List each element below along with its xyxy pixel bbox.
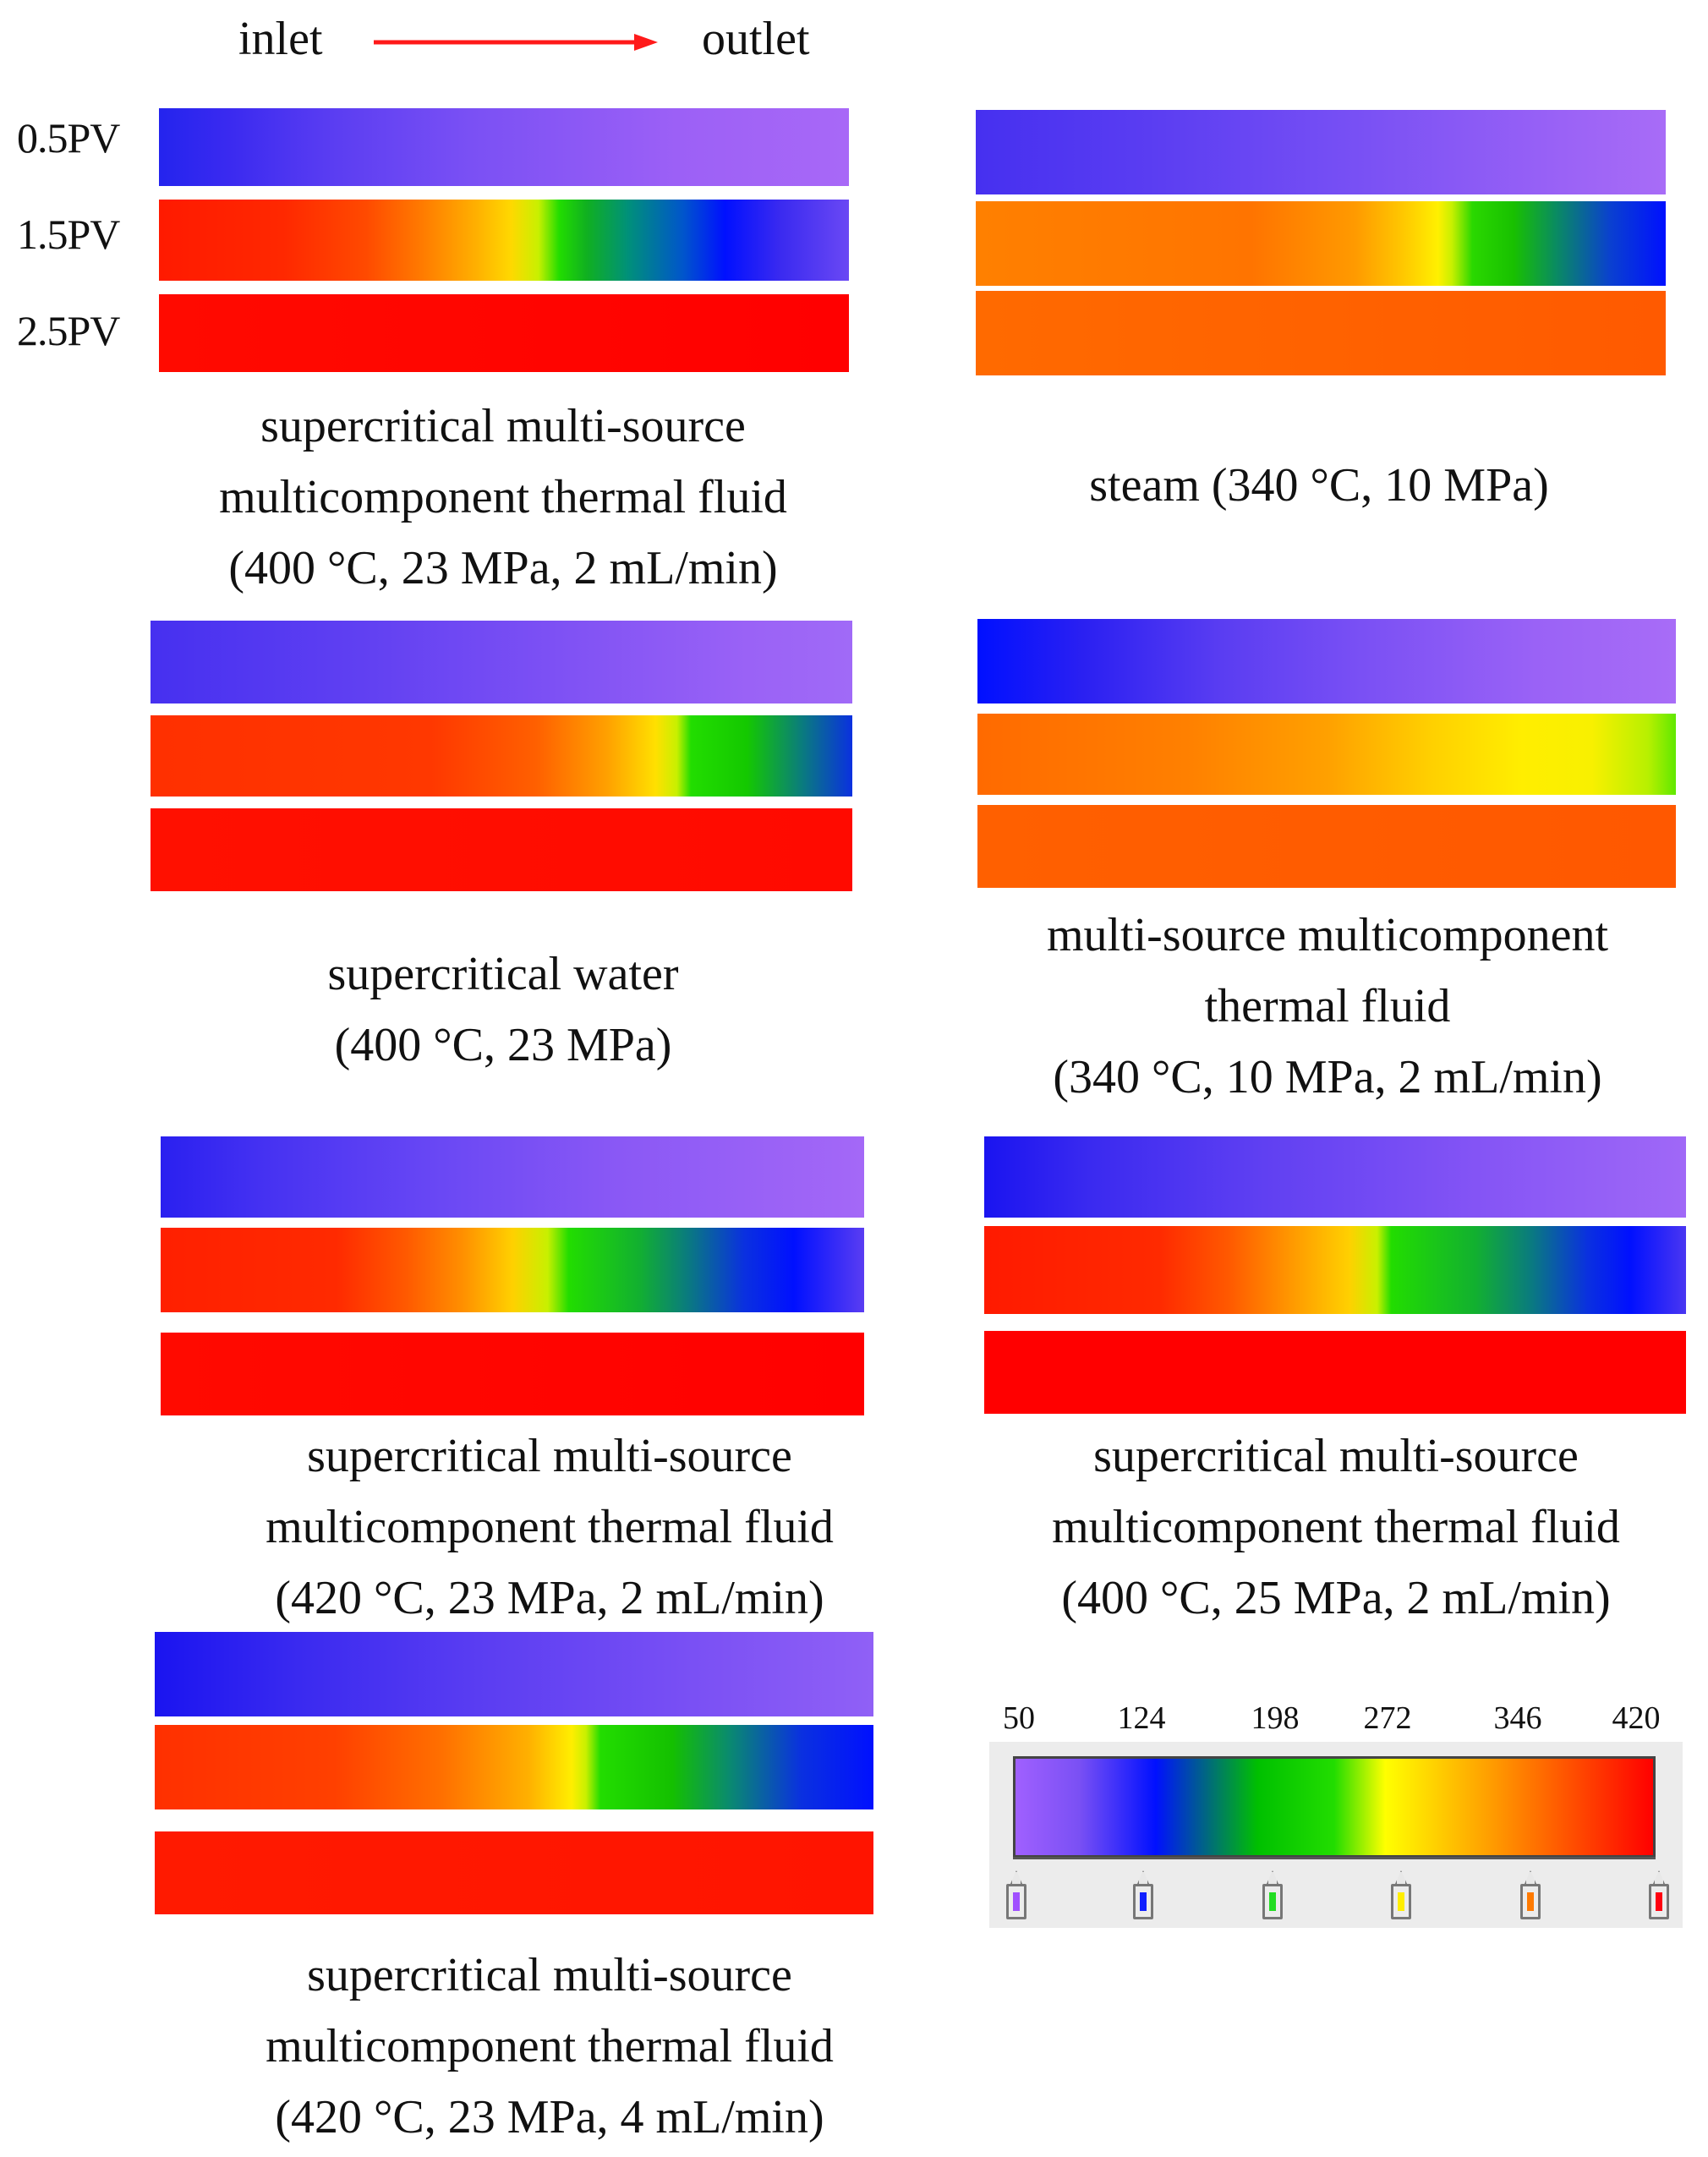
panel-3-caption-line: supercritical water xyxy=(327,948,679,1000)
colorbar-tick-label: 346 xyxy=(1493,1700,1542,1736)
panel-1-caption: supercritical multi-source multicomponent… xyxy=(131,391,875,604)
panel-5-caption-line: supercritical multi-source xyxy=(307,1430,792,1482)
panel-1-bar-2.5pv xyxy=(159,294,849,372)
panel-6-caption-line: multicomponent thermal fluid xyxy=(1052,1501,1620,1553)
panel-3-caption: supercritical water (400 °C, 23 MPa) xyxy=(123,939,884,1081)
colorbar-tick-label: 420 xyxy=(1612,1700,1661,1736)
colorbar-color-stop-marker-icon xyxy=(1133,1870,1153,1919)
panel-7-bar-2.5pv xyxy=(155,1831,873,1914)
row-label-1.5pv: 1.5PV xyxy=(17,211,120,258)
panel-1-bar-0.5pv xyxy=(159,108,849,186)
panel-5-caption: supercritical multi-source multicomponent… xyxy=(169,1421,930,1634)
panel-1-caption-line: multicomponent thermal fluid xyxy=(219,471,787,523)
panel-4-caption-line: multi-source multicomponent xyxy=(1046,909,1609,961)
panel-5-caption-line: (420 °C, 23 MPa, 2 mL/min) xyxy=(275,1572,824,1624)
panel-5-bar-0.5pv xyxy=(161,1136,864,1218)
panel-2-bar-0.5pv xyxy=(976,110,1666,194)
colorbar-gradient xyxy=(1013,1756,1656,1858)
panel-4-caption: multi-source multicomponent thermal fluid… xyxy=(947,900,1708,1113)
outlet-label: outlet xyxy=(702,13,810,65)
panel-6-bar-2.5pv xyxy=(984,1331,1686,1414)
panel-4-bar-1.5pv xyxy=(977,714,1676,795)
row-label-2.5pv: 2.5PV xyxy=(17,307,120,354)
panel-6-caption-line: (400 °C, 25 MPa, 2 mL/min) xyxy=(1061,1572,1611,1624)
panel-6-caption: supercritical multi-source multicomponent… xyxy=(955,1421,1708,1634)
panel-2-caption-line: steam (340 °C, 10 MPa) xyxy=(1089,459,1549,512)
panel-3-bar-2.5pv xyxy=(151,808,852,891)
colorbar-tick-label: 272 xyxy=(1363,1700,1412,1736)
inlet-label: inlet xyxy=(238,13,323,65)
panel-5-caption-line: multicomponent thermal fluid xyxy=(266,1501,834,1553)
colorbar-axis-line xyxy=(1013,1857,1656,1859)
panel-7-caption-line: supercritical multi-source xyxy=(307,1949,792,2001)
panel-4-bar-0.5pv xyxy=(977,619,1676,703)
colorbar-color-stop-marker-icon xyxy=(1262,1870,1283,1919)
colorbar-tick-label: 50 xyxy=(1003,1700,1035,1736)
colorbar-color-stop-marker-icon xyxy=(1520,1870,1541,1919)
colorbar-color-stop-marker-icon xyxy=(1649,1870,1669,1919)
panel-3-bar-0.5pv xyxy=(151,621,852,703)
panel-5-bar-2.5pv xyxy=(161,1333,864,1415)
panel-7-caption-line: multicomponent thermal fluid xyxy=(266,2020,834,2072)
panel-1-bar-1.5pv xyxy=(159,200,849,281)
panel-1-caption-line: supercritical multi-source xyxy=(260,400,746,452)
colorbar-color-stop-marker-icon xyxy=(1391,1870,1411,1919)
panel-2-caption: steam (340 °C, 10 MPa) xyxy=(947,450,1691,521)
colorbar-tick-label: 198 xyxy=(1251,1700,1300,1736)
panel-5-bar-1.5pv xyxy=(161,1228,864,1312)
panel-3-caption-line: (400 °C, 23 MPa) xyxy=(334,1019,672,1071)
panel-3-bar-1.5pv xyxy=(151,715,852,797)
flow-direction-arrow-icon xyxy=(374,34,658,51)
panel-2-bar-2.5pv xyxy=(976,291,1666,375)
colorbar-tick-label: 124 xyxy=(1117,1700,1166,1736)
row-label-0.5pv: 0.5PV xyxy=(17,114,120,162)
panel-7-bar-1.5pv xyxy=(155,1725,873,1809)
panel-1-caption-line: (400 °C, 23 MPa, 2 mL/min) xyxy=(228,542,778,594)
panel-7-caption-line: (420 °C, 23 MPa, 4 mL/min) xyxy=(275,2091,824,2143)
panel-6-caption-line: supercritical multi-source xyxy=(1093,1430,1579,1482)
panel-4-bar-2.5pv xyxy=(977,805,1676,888)
panel-2-bar-1.5pv xyxy=(976,201,1666,286)
panel-4-caption-line: thermal fluid xyxy=(1204,980,1451,1032)
panel-4-caption-line: (340 °C, 10 MPa, 2 mL/min) xyxy=(1053,1051,1602,1103)
panel-7-bar-0.5pv xyxy=(155,1632,873,1716)
panel-7-caption: supercritical multi-source multicomponent… xyxy=(169,1940,930,2153)
panel-6-bar-0.5pv xyxy=(984,1136,1686,1218)
panel-6-bar-1.5pv xyxy=(984,1226,1686,1314)
colorbar-color-stop-marker-icon xyxy=(1006,1870,1026,1919)
